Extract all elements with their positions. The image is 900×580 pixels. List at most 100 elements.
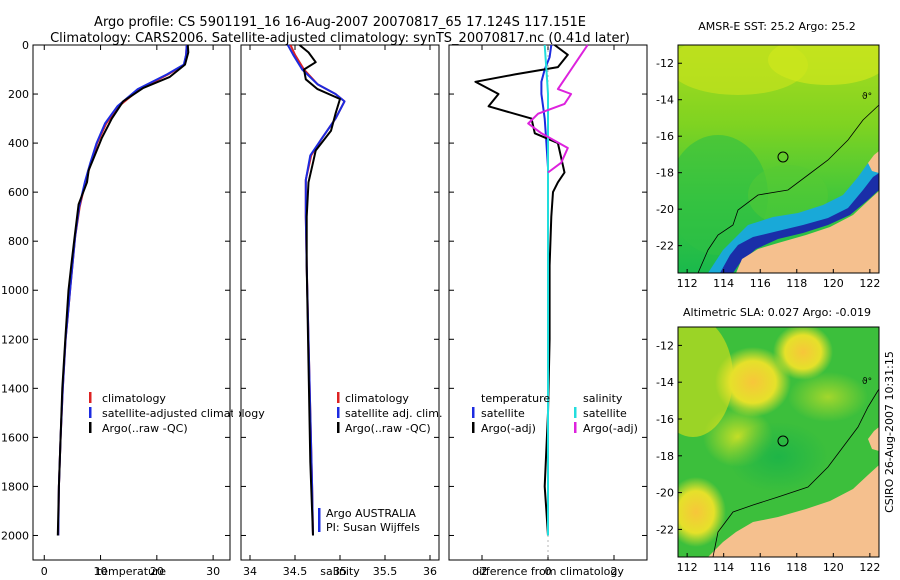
map-y-tick-label: -18	[656, 450, 674, 463]
legend-swatch-satellite-adjusted	[89, 407, 92, 418]
map-y-tick-label: -12	[656, 339, 674, 352]
sla-high-patch	[773, 327, 833, 380]
sst-bathymetry-contour	[697, 104, 879, 273]
series-line-argo-raw-qc-	[56, 44, 190, 536]
attribution-line1: Argo AUSTRALIA	[326, 507, 416, 520]
map-y-tick-label: -22	[656, 240, 674, 253]
sst-map-frame	[677, 44, 880, 274]
map-x-tick-label: 116	[750, 561, 771, 574]
y-tick-label: 2000	[1, 529, 29, 542]
salinity-attribution: Argo AUSTRALIA PI: Susan Wijffels	[318, 507, 420, 534]
y-tick-label: 600	[8, 186, 29, 199]
legend-swatch-climatology	[337, 392, 340, 403]
map-x-tick-label: 112	[677, 277, 698, 290]
sst-coastal-dark-band	[720, 173, 879, 273]
map-x-tick-label: 120	[823, 277, 844, 290]
map-x-tick-label: 112	[677, 561, 698, 574]
temperature-legend-clip	[233, 390, 239, 436]
map-axes: 112 114 116 118 120 122 -12 -14 -16 -18 -20 -22 112 1…	[656, 57, 880, 574]
legend-header-salinity: salinity	[583, 392, 623, 405]
y-tick-label: 800	[8, 235, 29, 248]
map-y-tick-label: -20	[656, 487, 674, 500]
x-axis-label: salinity	[320, 565, 360, 578]
legend-label-temp-argo: Argo(-adj)	[481, 422, 536, 435]
sst-warm-patch	[768, 45, 879, 85]
plot-frame	[32, 44, 231, 561]
x-tick-label: 0	[545, 565, 552, 578]
sla-mid-patch	[788, 372, 868, 422]
legend-swatch-satellite-adj	[337, 407, 340, 418]
legend-header-temperature: temperature	[481, 392, 550, 405]
sla-land	[708, 465, 879, 557]
map-x-tick-label: 122	[859, 561, 880, 574]
x-tick-label: 0	[41, 565, 48, 578]
y-tick-label: 1600	[1, 431, 29, 444]
legend-swatch-sal-argo	[574, 422, 577, 433]
y-tick-label: 1000	[1, 284, 29, 297]
series-line-salinity-argo-adj-	[527, 44, 589, 174]
legend-label-sal-satellite: satellite	[583, 407, 627, 420]
map-y-tick-label: -18	[656, 167, 674, 180]
y-tick-label: 400	[8, 137, 29, 150]
temperature-profile-panel: 0 10 20 30 0 200 400 600 800 1000 1200 1400 1600 1800…	[1, 39, 231, 578]
map-x-tick-label: 116	[750, 277, 771, 290]
y-tick-label: 1200	[1, 333, 29, 346]
map-y-tick-label: -22	[656, 523, 674, 536]
sla-high-patch	[715, 347, 791, 417]
map-x-tick-label: 118	[786, 561, 807, 574]
legend-swatch-sal-satellite	[574, 407, 577, 418]
sla-land	[868, 427, 879, 451]
x-axis-label: temperature	[97, 565, 166, 578]
figure-title-line1: Argo profile: CS 5901191_16 16-Aug-2007 …	[94, 15, 586, 30]
map-y-tick-label: -16	[656, 130, 674, 143]
y-tick-label: 1400	[1, 382, 29, 395]
sla-map-title: Altimetric SLA: 0.027 Argo: -0.019	[683, 306, 871, 319]
sst-island-mark: ϑ°	[862, 92, 872, 102]
figure-title-line2: Climatology: CARS2006. Satellite-adjuste…	[50, 31, 630, 46]
map-x-tick-label: 118	[786, 277, 807, 290]
legend-swatch-temp-satellite	[472, 407, 475, 418]
sla-map-frame	[677, 326, 880, 558]
sla-high-patch	[678, 477, 726, 547]
x-tick-label: 34.5	[283, 565, 308, 578]
sla-map-image: ϑ°	[678, 327, 879, 557]
sla-map-panel: Altimetric SLA: 0.027 Argo: -0.019 ϑ°	[677, 306, 880, 558]
legend-label-argo: Argo(..raw -QC)	[345, 422, 431, 435]
plot-frame	[240, 44, 440, 561]
y-tick-label: 0	[22, 39, 29, 52]
sst-land	[868, 151, 879, 173]
temperature-legend: climatology satellite-adjusted climatolo…	[89, 392, 265, 435]
sst-argo-position-marker	[777, 151, 789, 163]
map-y-tick-label: -16	[656, 413, 674, 426]
map-x-tick-label: 120	[823, 561, 844, 574]
map-y-tick-label: -14	[656, 94, 674, 107]
x-tick-label: 2	[611, 565, 618, 578]
legend-label-climatology: climatology	[345, 392, 409, 405]
x-tick-label: 20	[150, 565, 164, 578]
legend-swatch-argo	[89, 422, 92, 433]
y-tick-label: 200	[8, 88, 29, 101]
map-y-tick-label: -12	[656, 57, 674, 70]
sst-land	[736, 191, 879, 273]
x-tick-label: 10	[94, 565, 108, 578]
sla-bathymetry-contour	[712, 388, 879, 557]
x-axis-label: difference from climatology	[472, 565, 624, 578]
x-tick-label: 35	[333, 565, 347, 578]
series-line-salinity-satellite	[543, 44, 549, 536]
sla-argo-position-marker	[777, 435, 789, 447]
series-line-argo-raw-qc-	[298, 44, 341, 536]
x-tick-label: -2	[477, 565, 488, 578]
map-x-tick-label: 122	[859, 277, 880, 290]
legend-label-temp-satellite: satellite	[481, 407, 525, 420]
difference-legend: temperature satellite Argo(-adj) salinit…	[472, 392, 638, 435]
sla-island-mark: ϑ°	[862, 377, 872, 387]
sla-low-patch	[728, 422, 828, 492]
sst-cool-patch	[678, 135, 768, 255]
legend-swatch-argo	[337, 422, 340, 433]
legend-label-climatology: climatology	[102, 392, 166, 405]
attribution-line2: PI: Susan Wijffels	[326, 521, 420, 534]
attribution-marker	[318, 508, 321, 532]
x-tick-label: 35.5	[373, 565, 398, 578]
